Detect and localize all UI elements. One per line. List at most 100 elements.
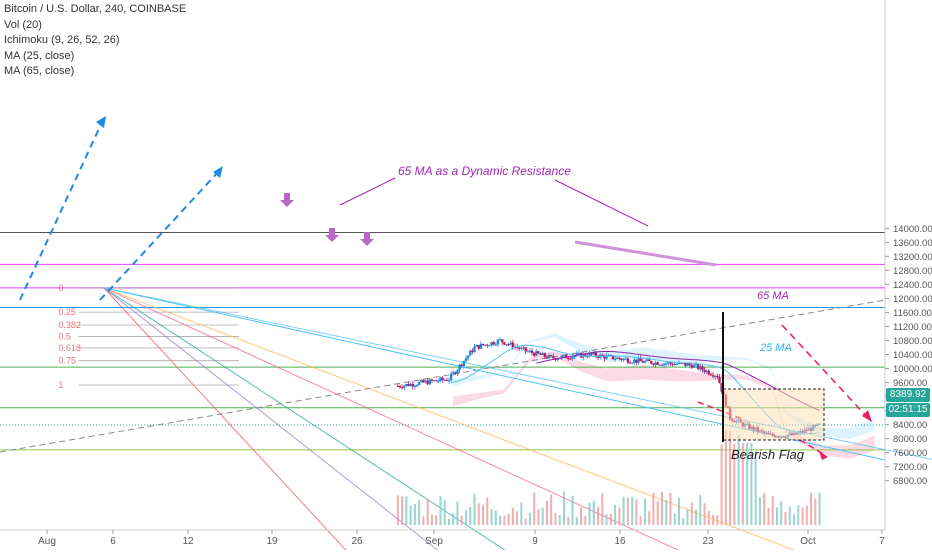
candle-body <box>658 364 662 366</box>
candle-body <box>477 345 480 349</box>
volume-bar <box>592 501 595 525</box>
volume-bar <box>805 505 808 525</box>
volume-bar <box>660 491 663 525</box>
candle-body <box>665 363 668 365</box>
candle-body <box>511 342 515 348</box>
y-tick-label: 12400.00 <box>893 280 932 291</box>
candle-body <box>573 355 576 357</box>
candle-body <box>537 351 540 354</box>
candle-body <box>528 350 532 352</box>
volume-bar <box>537 509 540 525</box>
volume-bar <box>605 514 608 525</box>
volume-bar <box>494 510 497 525</box>
candle-body <box>462 360 466 367</box>
volume-bar <box>797 505 800 525</box>
volume-bar <box>699 494 702 525</box>
candle-body <box>539 353 542 355</box>
volume-bar <box>545 500 548 525</box>
volume-bar <box>788 506 791 525</box>
candle-body <box>411 383 414 387</box>
legend-ma25[interactable]: MA (25, close) <box>4 49 75 62</box>
volume-bar <box>486 497 489 525</box>
candle-body <box>496 339 500 345</box>
x-tick-label: 6 <box>110 536 116 547</box>
x-tick-label: Oct <box>800 536 816 547</box>
candle-body <box>652 363 655 365</box>
volume-bar <box>814 498 817 525</box>
projection-arrow-line <box>781 324 869 419</box>
candle-body <box>515 346 519 348</box>
candle-body <box>669 362 672 364</box>
candle-body <box>415 385 419 387</box>
volume-bar <box>430 514 433 525</box>
volume-bar <box>571 495 574 525</box>
volume-bar <box>418 500 421 525</box>
volume-bar <box>618 507 621 525</box>
volume-bar <box>482 504 485 525</box>
volume-bar <box>767 507 770 525</box>
volume-bar <box>656 501 659 525</box>
candle-body <box>545 356 549 359</box>
candle-body <box>498 339 502 341</box>
candle-body <box>518 347 521 349</box>
countdown-tag: 02:51:15 <box>886 403 930 417</box>
volume-bar <box>396 495 399 525</box>
legend-volume[interactable]: Vol (20) <box>4 18 42 31</box>
candle-body <box>492 342 495 345</box>
volume-bar <box>810 492 813 525</box>
volume-bar <box>673 513 676 525</box>
y-tick-label: 7600.00 <box>893 448 927 459</box>
annotation-25ma: 25 MA <box>759 342 792 354</box>
candle-body <box>479 343 483 349</box>
volume-bar <box>737 434 740 525</box>
candle-body <box>601 354 604 356</box>
candle-body <box>628 362 632 364</box>
volume-bar <box>422 516 425 525</box>
volume-bar <box>490 509 493 525</box>
candle-body <box>660 364 664 366</box>
candle-body <box>641 361 644 363</box>
volume-bar <box>686 509 689 525</box>
x-tick-label: 16 <box>614 536 626 547</box>
volume-bar <box>584 515 587 525</box>
y-tick-label: 8400.00 <box>893 420 927 431</box>
candle-body <box>594 352 598 357</box>
volume-bar <box>771 495 774 525</box>
candle-body <box>535 351 538 356</box>
legend-title[interactable]: Bitcoin / U.S. Dollar, 240, COINBASE <box>4 3 187 15</box>
legend-ichimoku[interactable]: Ichimoku (9, 26, 52, 26) <box>4 34 120 46</box>
volume-bar <box>524 518 527 525</box>
volume-bar <box>780 501 783 525</box>
volume-bar <box>447 518 450 525</box>
volume-bar <box>409 505 412 525</box>
bearish-flag-box <box>722 388 825 441</box>
fib-level-label: 0.382 <box>58 320 81 330</box>
legend-ma65[interactable]: MA (65, close) <box>4 65 75 77</box>
arrow-head-icon <box>862 410 872 422</box>
candle-body <box>571 356 574 359</box>
candle-body <box>562 354 566 356</box>
candle-body <box>654 362 657 365</box>
candle-body <box>413 385 417 387</box>
volume-bar <box>550 494 553 525</box>
volume-bar <box>541 507 544 525</box>
volume-bar <box>614 504 617 525</box>
candle-body <box>437 380 440 382</box>
candle-body <box>530 350 534 354</box>
candle-body <box>688 363 691 365</box>
volume-bar <box>473 493 476 525</box>
candle-body <box>592 352 595 355</box>
candle-body <box>650 361 653 364</box>
volume-bar <box>507 513 510 525</box>
volume-bar <box>746 442 749 525</box>
volume-bar <box>588 502 591 525</box>
down-arrow-icon <box>325 228 339 242</box>
candle-body <box>590 352 593 355</box>
candle-body <box>452 372 455 374</box>
y-tick-label: 13200.00 <box>893 252 932 263</box>
arrow-head-icon <box>213 166 223 178</box>
candle-body <box>637 358 640 363</box>
y-tick-label: 10800.00 <box>893 336 932 347</box>
